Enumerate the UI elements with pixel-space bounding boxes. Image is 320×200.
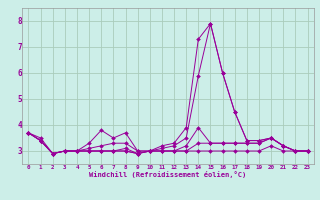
X-axis label: Windchill (Refroidissement éolien,°C): Windchill (Refroidissement éolien,°C) [89,171,247,178]
